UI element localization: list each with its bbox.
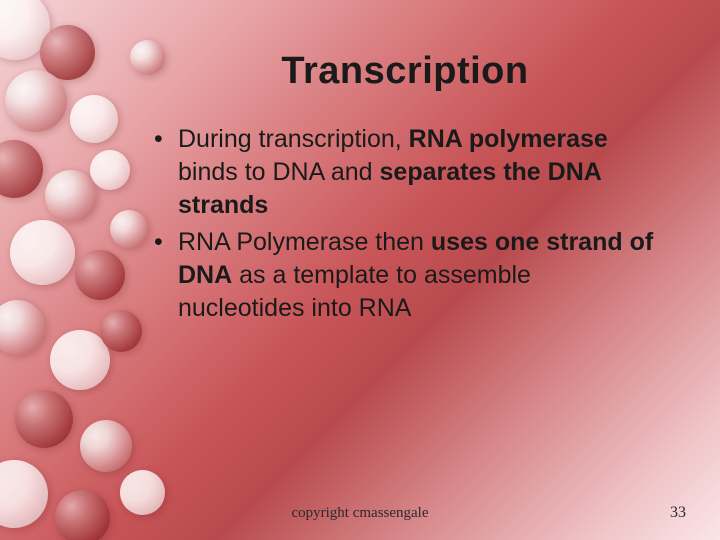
copyright-text: copyright cmassengale xyxy=(291,505,428,522)
footer: copyright cmassengale 33 xyxy=(0,505,720,522)
molecule-sphere xyxy=(75,250,125,300)
bullet-text: During transcription, xyxy=(178,125,409,153)
bullet-text: binds to DNA and xyxy=(178,158,380,186)
molecule-sphere xyxy=(45,170,97,222)
slide-title: Transcription xyxy=(150,50,660,93)
content-area: Transcription During transcription, RNA … xyxy=(130,40,680,500)
molecule-sphere xyxy=(0,140,43,198)
page-number: 33 xyxy=(670,504,686,522)
molecule-sphere xyxy=(90,150,130,190)
molecule-sphere xyxy=(70,95,118,143)
bullet-list: During transcription, RNA polymerase bin… xyxy=(150,123,660,325)
molecule-sphere xyxy=(0,300,45,355)
molecule-sphere xyxy=(80,420,132,472)
molecule-sphere xyxy=(10,220,75,285)
bullet-bold: RNA polymerase xyxy=(409,125,608,153)
bullet-text: RNA Polymerase then xyxy=(178,228,431,256)
molecule-sphere xyxy=(15,390,73,448)
bullet-item: During transcription, RNA polymerase bin… xyxy=(150,123,660,222)
molecule-sphere xyxy=(5,70,67,132)
bullet-item: RNA Polymerase then uses one strand of D… xyxy=(150,226,660,325)
slide: Transcription During transcription, RNA … xyxy=(0,0,720,540)
